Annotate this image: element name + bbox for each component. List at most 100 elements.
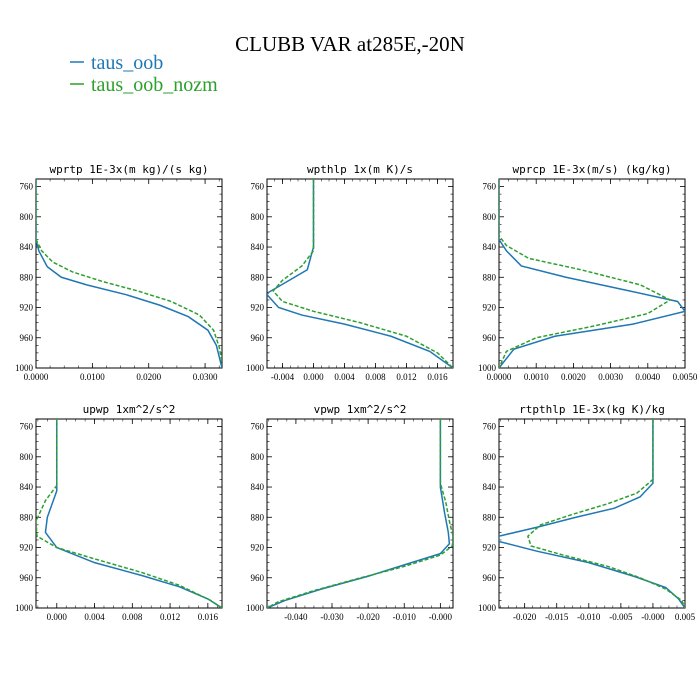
y-tick-label: 760 <box>251 422 265 432</box>
y-tick-label: 760 <box>483 422 497 432</box>
y-tick-label: 840 <box>20 242 34 252</box>
plot-frame <box>35 418 223 609</box>
x-tick-label: -0.010 <box>577 612 601 622</box>
y-tick-label: 760 <box>251 182 265 192</box>
x-tick-label: 0.0200 <box>136 372 161 382</box>
x-tick-label: 0.0000 <box>24 372 49 382</box>
plot-frame <box>266 178 454 369</box>
y-tick-label: 800 <box>483 212 497 222</box>
series-line-taus-oob <box>267 179 453 368</box>
panel-title: upwp 1xm^2/s^2 <box>83 403 176 416</box>
panel-title: rtpthlp 1E-3x(kg K)/kg <box>519 403 665 416</box>
y-tick-label: 800 <box>483 452 497 462</box>
y-tick-label: 920 <box>251 543 265 553</box>
y-tick-label: 960 <box>483 573 497 583</box>
series-line-taus-oob <box>499 179 685 368</box>
y-tick-label: 800 <box>20 452 34 462</box>
y-tick-label: 840 <box>483 242 497 252</box>
y-tick-label: 1000 <box>246 363 265 373</box>
y-tick-label: 840 <box>251 482 265 492</box>
x-tick-label: 0.0050 <box>673 372 698 382</box>
legend: taus_oob taus_oob_nozm <box>70 52 218 96</box>
series-line-taus-oob-nozm <box>267 419 453 608</box>
panel-title: vpwp 1xm^2/s^2 <box>314 403 407 416</box>
x-tick-label: 0.0300 <box>193 372 218 382</box>
x-tick-label: -0.000 <box>641 612 665 622</box>
series-line-taus-oob-nozm <box>272 179 453 368</box>
y-tick-label: 960 <box>20 333 34 343</box>
y-tick-label: 960 <box>251 573 265 583</box>
y-tick-label: 920 <box>20 303 34 313</box>
y-tick-label: 960 <box>251 333 265 343</box>
x-tick-label: -0.004 <box>271 372 295 382</box>
legend-label-taus-oob-nozm: taus_oob_nozm <box>91 74 218 96</box>
x-tick-label: 0.0100 <box>80 372 105 382</box>
x-tick-label: 0.000 <box>303 372 324 382</box>
y-tick-label: 760 <box>483 182 497 192</box>
y-tick-label: 1000 <box>15 603 34 613</box>
y-tick-label: 920 <box>20 543 34 553</box>
x-tick-label: 0.016 <box>198 612 219 622</box>
x-tick-label: 0.008 <box>122 612 143 622</box>
x-tick-label: -0.015 <box>545 612 569 622</box>
legend-label-taus-oob: taus_oob <box>91 52 163 74</box>
y-tick-label: 1000 <box>478 363 497 373</box>
y-tick-label: 800 <box>251 452 265 462</box>
y-tick-label: 880 <box>483 512 497 522</box>
y-tick-label: 800 <box>20 212 34 222</box>
plot-frame <box>498 178 686 369</box>
x-tick-label: 0.012 <box>160 612 180 622</box>
panel-title: wprcp 1E-3x(m/s) (kg/kg) <box>513 163 672 176</box>
panel-5: vpwp 1xm^2/s^2 760 800 840 880 920 960 1000 -0.0… <box>246 403 454 622</box>
panel-3: wprcp 1E-3x(m/s) (kg/kg) 760 800 840 880 920 9… <box>478 163 698 382</box>
y-tick-label: 840 <box>20 482 34 492</box>
x-tick-label: 0.005 <box>675 612 696 622</box>
x-tick-label: 0.008 <box>365 372 386 382</box>
x-tick-label: -0.020 <box>513 612 537 622</box>
figure-title: CLUBB VAR at285E,-20N <box>235 32 465 56</box>
panel-title: wprtp 1E-3x(m kg)/(s kg) <box>50 163 209 176</box>
plot-frame <box>35 178 223 369</box>
series-line-taus-oob <box>36 179 222 368</box>
x-tick-label: 0.0030 <box>598 372 623 382</box>
x-tick-label: 0.0010 <box>524 372 549 382</box>
y-tick-label: 880 <box>20 512 34 522</box>
y-tick-label: 840 <box>483 482 497 492</box>
panel-6: rtpthlp 1E-3x(kg K)/kg 760 800 840 880 920 960… <box>478 403 696 622</box>
x-tick-label: -0.020 <box>357 612 381 622</box>
panel-1: wprtp 1E-3x(m kg)/(s kg) 760 800 840 880 920 9… <box>15 163 223 382</box>
series-line-taus-oob-nozm <box>36 419 222 608</box>
y-tick-label: 880 <box>251 272 265 282</box>
x-tick-label: -0.000 <box>429 612 453 622</box>
panel-4: upwp 1xm^2/s^2 760 800 840 880 920 960 1000 0.00… <box>15 403 223 622</box>
panel-2: wpthlp 1x(m K)/s 760 800 840 880 920 960 1000 -0… <box>246 163 454 382</box>
x-tick-label: -0.040 <box>284 612 308 622</box>
x-tick-label: 0.0000 <box>487 372 512 382</box>
series-line-taus-oob-nozm <box>499 179 672 368</box>
y-tick-label: 1000 <box>478 603 497 613</box>
x-tick-label: 0.012 <box>396 372 416 382</box>
panels: wprtp 1E-3x(m kg)/(s kg) 760 800 840 880 920 9… <box>15 163 698 622</box>
series-line-taus-oob <box>44 419 222 608</box>
y-tick-label: 880 <box>20 272 34 282</box>
x-tick-label: -0.030 <box>320 612 344 622</box>
plot-frame <box>498 418 686 609</box>
y-tick-label: 920 <box>483 543 497 553</box>
y-tick-label: 960 <box>483 333 497 343</box>
series-line-taus-oob-nozm <box>526 419 685 608</box>
y-tick-label: 960 <box>20 573 34 583</box>
series-line-taus-oob <box>267 419 451 608</box>
y-tick-label: 760 <box>20 422 34 432</box>
series-line-taus-oob <box>499 419 685 608</box>
y-tick-label: 920 <box>251 303 265 313</box>
y-tick-label: 1000 <box>246 603 265 613</box>
y-tick-label: 840 <box>251 242 265 252</box>
x-tick-label: 0.004 <box>334 372 355 382</box>
panel-title: wpthlp 1x(m K)/s <box>307 163 413 176</box>
x-tick-label: 0.0020 <box>561 372 586 382</box>
x-tick-label: 0.016 <box>427 372 448 382</box>
y-tick-label: 880 <box>251 512 265 522</box>
y-tick-label: 760 <box>20 182 34 192</box>
y-tick-label: 880 <box>483 272 497 282</box>
